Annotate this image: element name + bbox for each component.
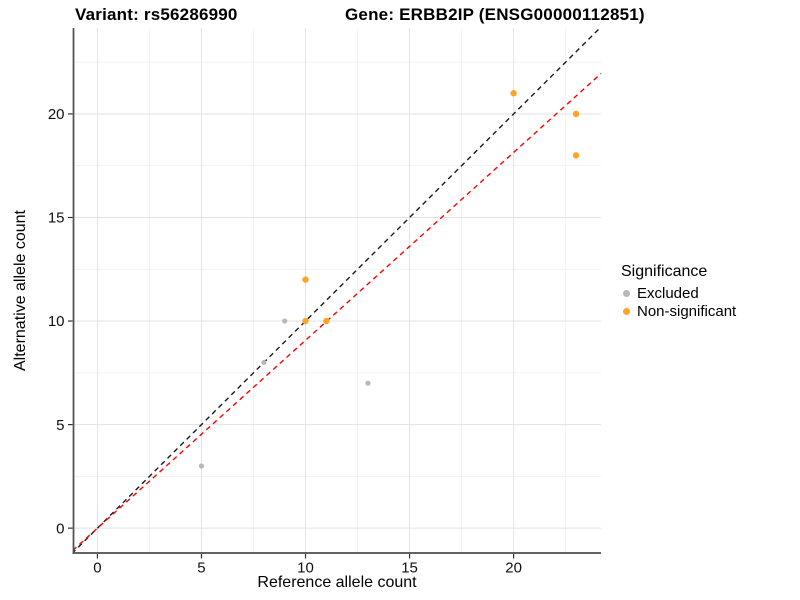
legend: Significance Excluded Non-significant: [620, 263, 736, 320]
svg-text:0: 0: [93, 560, 101, 577]
legend-item-label: Excluded: [637, 284, 699, 302]
x-axis-title: Reference allele count: [257, 574, 417, 591]
expected-ratio-line: [73, 72, 601, 551]
variant-title: Variant: rs56286990: [75, 5, 238, 24]
legend-item-label: Non-significant: [637, 302, 737, 320]
data-point-non-significant: [302, 317, 309, 325]
svg-text:0: 0: [56, 520, 64, 537]
data-point-excluded: [261, 359, 267, 366]
svg-text:5: 5: [56, 417, 64, 434]
gridlines-minor: [73, 28, 601, 553]
legend-item-excluded: Excluded: [620, 284, 736, 302]
gridlines-major: [73, 28, 601, 553]
legend-title: Significance: [621, 263, 708, 280]
svg-text:15: 15: [48, 210, 65, 227]
data-point-excluded: [365, 380, 371, 386]
data-point-non-significant: [572, 152, 580, 159]
legend-item-non-significant: Non-significant: [620, 302, 736, 320]
data-point-non-significant: [510, 90, 517, 97]
data-point-excluded: [282, 318, 288, 324]
data-point-non-significant: [572, 110, 580, 118]
svg-text:10: 10: [48, 313, 65, 330]
axis-spines: [72, 28, 601, 554]
identity-line: [73, 28, 601, 553]
data-point-excluded: [198, 463, 205, 469]
reference-lines: [73, 28, 601, 553]
data-point-non-significant: [302, 276, 309, 283]
data-points: [198, 90, 580, 469]
y-tick-labels: 0 5 10 15 20: [48, 106, 65, 537]
svg-text:5: 5: [197, 560, 205, 577]
gene-title: Gene: ERBB2IP (ENSG00000112851): [345, 5, 645, 24]
svg-text:15: 15: [401, 560, 418, 577]
svg-text:20: 20: [48, 106, 65, 123]
excluded-dot-icon: [623, 289, 630, 297]
data-point-non-significant: [323, 317, 330, 325]
svg-text:10: 10: [297, 560, 314, 577]
non-significant-dot-icon: [623, 307, 630, 315]
svg-text:20: 20: [505, 560, 522, 577]
y-axis-title: Alternative allele count: [12, 210, 29, 371]
x-tick-labels: 0 5 10 15 20: [93, 560, 522, 577]
tick-marks: [68, 113, 515, 559]
